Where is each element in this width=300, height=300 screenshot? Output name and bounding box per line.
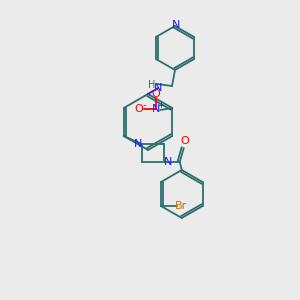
Text: N: N (172, 20, 180, 30)
Text: H: H (148, 80, 156, 90)
Text: +: + (157, 101, 164, 110)
Text: N: N (134, 139, 142, 149)
Text: O: O (180, 136, 189, 146)
Text: N: N (152, 104, 160, 114)
Text: N: N (164, 157, 172, 167)
Text: -: - (142, 100, 146, 110)
Text: N: N (154, 83, 162, 93)
Text: O: O (152, 89, 161, 99)
Text: Br: Br (175, 201, 187, 211)
Text: O: O (135, 104, 144, 114)
